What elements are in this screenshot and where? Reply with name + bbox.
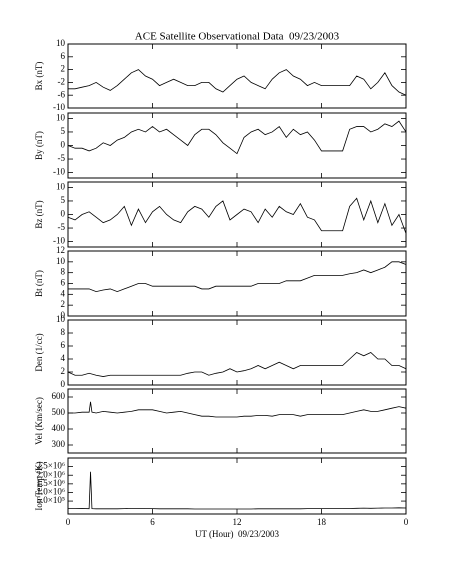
- y-tick-label: 600: [52, 391, 66, 401]
- y-tick-label: 10: [56, 38, 66, 48]
- y-tick-label: 10: [56, 314, 66, 324]
- y-tick-label: 10: [56, 256, 66, 266]
- y-tick-label: 10: [56, 112, 66, 122]
- y-tick-label: -5: [58, 222, 66, 232]
- y-axis-label: Bt (nT): [34, 270, 44, 297]
- chart-title: ACE Satellite Observational Data 09/23/2…: [135, 31, 340, 43]
- x-tick-label: 12: [233, 517, 242, 527]
- y-axis-label: Bz (nT): [34, 200, 44, 228]
- y-tick-label: 4: [61, 288, 66, 298]
- y-tick-label: 5: [61, 126, 66, 136]
- y-axis-label: By (nT): [34, 131, 44, 160]
- y-axis-label: Den (1/cc): [34, 333, 44, 371]
- y-tick-label: 8: [61, 327, 66, 337]
- y-tick-label: 400: [52, 423, 66, 433]
- y-tick-label: 4: [61, 353, 66, 363]
- y-tick-label: -6: [58, 89, 66, 99]
- x-axis-label: UT (Hour) 09/23/2003: [195, 529, 280, 539]
- y-tick-label: 6: [61, 278, 66, 288]
- y-tick-label: 0: [61, 209, 66, 219]
- y-tick-label: 5: [61, 195, 66, 205]
- data-line: [68, 471, 407, 510]
- data-line: [68, 261, 407, 293]
- data-line: [68, 401, 407, 418]
- y-axis-label: Ion Temp (K): [34, 461, 44, 510]
- y-axis-label: Vel (Km/sec): [34, 397, 44, 445]
- y-tick-label: 2.0×10⁶: [37, 469, 65, 479]
- data-line: [67, 352, 407, 377]
- y-tick-label: 10: [56, 181, 66, 191]
- y-tick-label: 8: [61, 267, 66, 277]
- y-tick-label: -10: [53, 167, 65, 177]
- y-tick-label: -5: [58, 153, 66, 163]
- y-tick-label: 300: [52, 439, 66, 449]
- x-tick-label: 18: [317, 517, 327, 527]
- y-tick-label: 2: [61, 366, 66, 376]
- y-tick-label: -2: [58, 76, 66, 86]
- x-tick-label: 6: [150, 517, 155, 527]
- y-tick-label: -10: [53, 236, 65, 246]
- y-tick-label: 6: [61, 51, 66, 61]
- y-tick-label: 500: [52, 407, 66, 417]
- y-tick-label: 2.5×10⁶: [37, 461, 65, 471]
- y-tick-label: 2: [61, 299, 66, 309]
- y-tick-label: 12: [56, 245, 65, 255]
- data-line: [67, 197, 407, 234]
- y-tick-label: 1.0×10⁶: [37, 487, 65, 497]
- y-tick-label: 0: [61, 140, 66, 150]
- y-tick-label: 0: [61, 379, 66, 389]
- y-tick-label: 5.0×10⁵: [37, 495, 65, 505]
- x-tick-label: 0: [404, 517, 409, 527]
- data-line: [68, 69, 407, 96]
- y-tick-label: 6: [61, 340, 66, 350]
- data-line: [67, 120, 407, 155]
- y-tick-label: 2: [61, 64, 66, 74]
- y-tick-label: -10: [53, 102, 65, 112]
- y-axis-label: Bx (nT): [34, 62, 44, 91]
- x-tick-label: 0: [66, 517, 71, 527]
- y-tick-label: 1.5×10⁶: [37, 478, 65, 488]
- y-tick-label: 0: [61, 310, 66, 320]
